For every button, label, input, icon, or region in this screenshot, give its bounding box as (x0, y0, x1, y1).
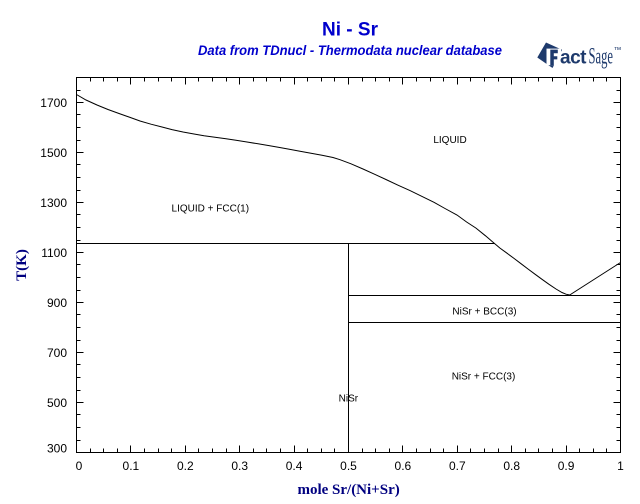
svg-text:700: 700 (47, 346, 67, 360)
svg-text:NiSr + FCC(3): NiSr + FCC(3) (452, 372, 516, 383)
svg-text:0: 0 (76, 459, 83, 473)
svg-text:™: ™ (614, 46, 622, 55)
svg-text:0.3: 0.3 (231, 459, 248, 473)
svg-text:LIQUID + FCC(1): LIQUID + FCC(1) (172, 204, 250, 215)
svg-text:NiSr + BCC(3): NiSr + BCC(3) (452, 307, 516, 318)
svg-text:1: 1 (617, 459, 624, 473)
svg-text:500: 500 (47, 396, 67, 410)
svg-text:0.1: 0.1 (123, 459, 140, 473)
svg-text:LIQUID: LIQUID (433, 135, 466, 146)
svg-text:Ni - Sr: Ni - Sr (322, 19, 379, 40)
svg-text:Data from TDnucl - Thermodata: Data from TDnucl - Thermodata nuclear da… (198, 42, 502, 58)
svg-text:0.6: 0.6 (395, 459, 412, 473)
svg-text:0.7: 0.7 (449, 459, 466, 473)
svg-text:1500: 1500 (40, 146, 67, 160)
svg-text:Sage: Sage (589, 44, 614, 69)
svg-text:0.2: 0.2 (177, 459, 194, 473)
svg-text:0.5: 0.5 (340, 459, 357, 473)
svg-text:1700: 1700 (40, 96, 67, 110)
svg-text:900: 900 (47, 296, 67, 310)
svg-text:300: 300 (47, 442, 67, 456)
svg-text:1300: 1300 (40, 196, 67, 210)
svg-text:0.9: 0.9 (558, 459, 575, 473)
svg-text:0.4: 0.4 (286, 459, 303, 473)
svg-text:1100: 1100 (41, 246, 67, 260)
svg-text:NiSr: NiSr (339, 394, 359, 405)
svg-text:act: act (560, 48, 587, 69)
svg-text:0.8: 0.8 (503, 459, 520, 473)
svg-text:mole Sr/(Ni+Sr): mole Sr/(Ni+Sr) (297, 482, 399, 498)
svg-text:T(K): T(K) (14, 249, 30, 281)
